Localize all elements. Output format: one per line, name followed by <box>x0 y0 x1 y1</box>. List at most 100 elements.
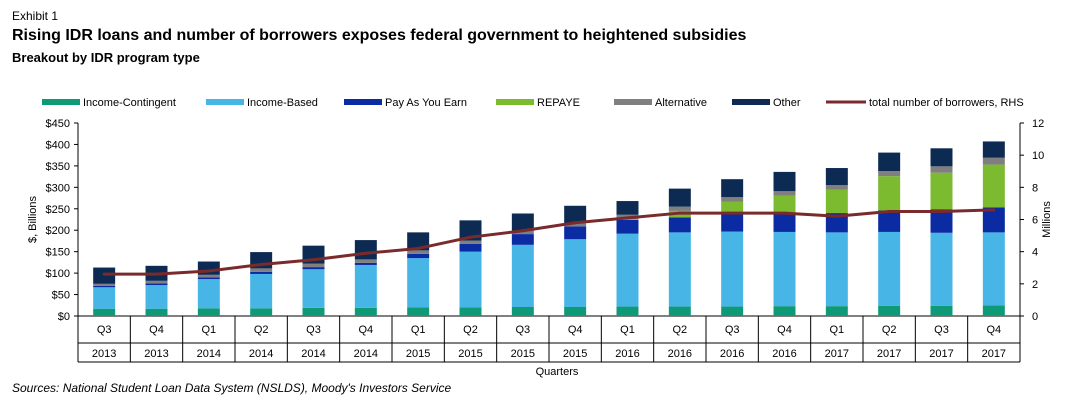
line-point <box>521 229 525 233</box>
x-tick-label-year: 2017 <box>877 348 901 360</box>
bar-income-based <box>302 269 325 308</box>
line-point <box>364 251 368 255</box>
y-tick-label: $300 <box>46 182 70 194</box>
legend-label: total number of borrowers, RHS <box>869 97 1024 109</box>
bar-income-contingent <box>825 306 848 316</box>
bar-pay-as-you-earn <box>459 243 482 252</box>
x-tick-label-year: 2017 <box>929 348 953 360</box>
bar-pay-as-you-earn <box>145 283 168 286</box>
y2-tick-label: 2 <box>1032 279 1038 291</box>
legend-label: Income-Contingent <box>83 97 176 109</box>
y-tick-label: $200 <box>46 225 70 237</box>
line-total-borrowers <box>104 208 994 276</box>
x-tick-label-quarter: Q3 <box>97 324 112 336</box>
x-tick-label-year: 2014 <box>301 348 325 360</box>
bar-pay-as-you-earn <box>302 267 325 270</box>
x-tick-label-quarter: Q4 <box>358 324 373 336</box>
bar-income-contingent <box>407 307 430 316</box>
bar-alternative <box>197 274 220 278</box>
bar-alternative <box>825 185 848 190</box>
bar-income-contingent <box>878 305 901 316</box>
bar-pay-as-you-earn <box>825 213 848 233</box>
x-tick-label-quarter: Q1 <box>201 324 216 336</box>
legend-swatch <box>42 99 80 105</box>
bar-alternative <box>302 263 325 268</box>
bar-income-contingent <box>197 308 220 316</box>
bar-pay-as-you-earn <box>878 210 901 232</box>
bar-income-based <box>93 287 116 309</box>
y2-tick-label: 0 <box>1032 311 1038 323</box>
x-tick-label-year: 2016 <box>615 348 639 360</box>
bar-alternative <box>668 206 691 211</box>
bar-alternative <box>564 222 587 227</box>
bar-alternative <box>930 166 953 173</box>
x-tick-label-year: 2016 <box>668 348 692 360</box>
bar-repaye <box>721 201 744 215</box>
x-tick-label-quarter: Q2 <box>672 324 687 336</box>
y2-tick-label: 8 <box>1032 182 1038 194</box>
exhibit-label: Exhibit 1 <box>12 9 59 23</box>
bar-income-based <box>878 231 901 306</box>
bar-other <box>564 205 587 223</box>
y-tick-label: $0 <box>58 311 70 323</box>
bar-other <box>616 201 639 215</box>
bar-income-based <box>930 232 953 306</box>
bar-pay-as-you-earn <box>250 271 273 274</box>
x-tick-label-year: 2015 <box>563 348 587 360</box>
bar-other <box>930 148 953 167</box>
y-tick-label: $150 <box>46 247 70 259</box>
x-tick-label-quarter: Q4 <box>986 324 1001 336</box>
bar-income-based <box>616 233 639 307</box>
x-tick-label-year: 2014 <box>197 348 221 360</box>
bar-other <box>668 188 691 207</box>
line-point <box>783 211 786 215</box>
line-point <box>259 263 263 267</box>
x-tick-label-quarter: Q3 <box>306 324 321 336</box>
bar-alternative <box>250 268 273 272</box>
x-tick-label-quarter: Q3 <box>725 324 740 336</box>
bar-income-based <box>564 239 587 307</box>
y-tick-label: $450 <box>46 118 70 130</box>
legend-swatch <box>206 99 244 105</box>
bar-income-based <box>250 273 273 309</box>
bar-repaye <box>930 172 953 210</box>
bar-alternative <box>459 240 482 244</box>
y-tick-label: $400 <box>46 139 70 151</box>
bar-income-contingent <box>145 308 168 316</box>
bar-alternative <box>721 197 744 202</box>
bar-other <box>93 267 116 284</box>
bar-income-contingent <box>773 306 796 316</box>
legend-label: Pay As You Earn <box>385 97 467 109</box>
x-tick-label-year: 2015 <box>458 348 482 360</box>
bar-alternative <box>511 230 534 235</box>
legend-swatch <box>344 99 382 105</box>
x-tick-label-year: 2017 <box>825 348 849 360</box>
bar-income-based <box>354 264 377 308</box>
x-tick-label-quarter: Q1 <box>411 324 426 336</box>
bar-alternative <box>93 283 116 286</box>
x-tick-label-quarter: Q4 <box>777 324 792 336</box>
x-tick-label-year: 2014 <box>249 348 273 360</box>
bar-other <box>982 141 1005 158</box>
y2-tick-label: 6 <box>1032 215 1038 227</box>
line-point <box>416 246 420 250</box>
line-point <box>678 211 682 215</box>
line-point <box>573 221 577 225</box>
bar-income-based <box>668 232 691 307</box>
legend-label: REPAYE <box>537 97 580 109</box>
x-axis-title: Quarters <box>536 366 579 378</box>
y2-tick-label: 10 <box>1032 150 1044 162</box>
x-tick-label-year: 2016 <box>772 348 796 360</box>
chart-title: Rising IDR loans and number of borrowers… <box>12 27 747 44</box>
legend-label: Alternative <box>655 97 707 109</box>
bar-income-based <box>982 232 1005 306</box>
bar-income-contingent <box>93 308 116 316</box>
bar-income-based <box>197 279 220 309</box>
y2-tick-label: 4 <box>1032 247 1038 259</box>
bar-income-based <box>511 244 534 307</box>
x-tick-label-quarter: Q3 <box>934 324 949 336</box>
y-tick-label: $250 <box>46 204 70 216</box>
bar-alternative <box>354 259 377 263</box>
line-point <box>835 214 839 218</box>
x-tick-label-year: 2016 <box>720 348 744 360</box>
